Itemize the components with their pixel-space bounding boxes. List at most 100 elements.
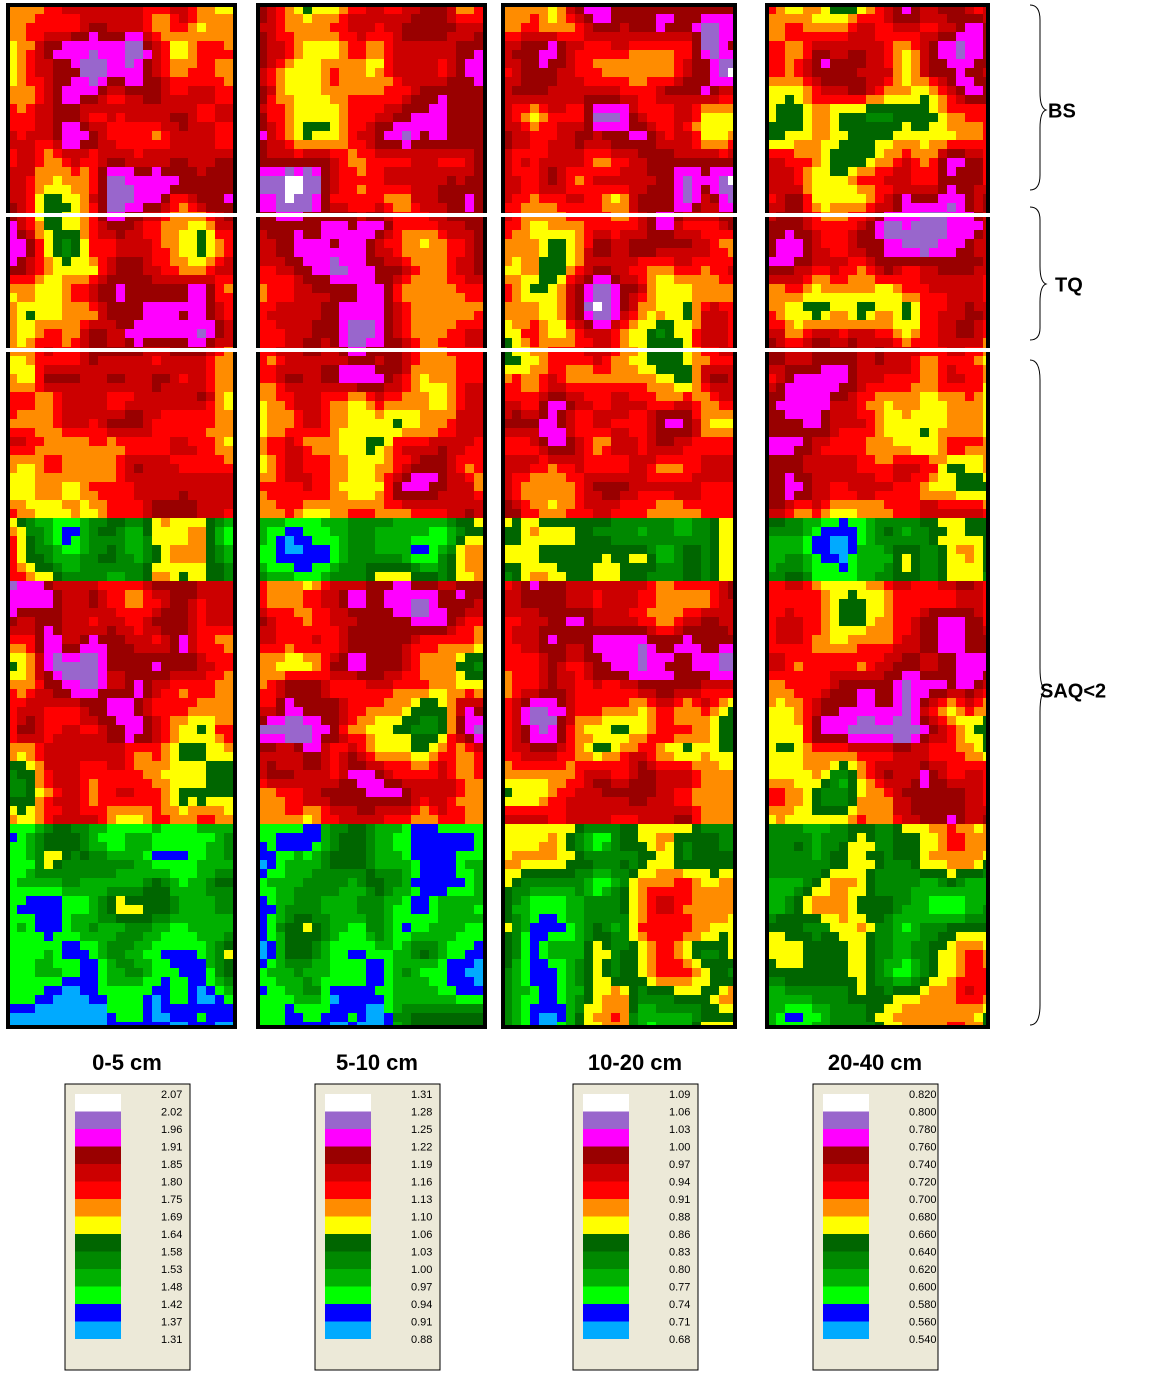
map-cell <box>375 581 384 590</box>
map-cell <box>134 86 143 95</box>
map-cell <box>285 257 294 266</box>
map-cell <box>170 284 179 293</box>
map-cell <box>116 284 125 293</box>
map-cell <box>62 914 71 923</box>
map-cell <box>321 428 330 437</box>
map-cell <box>224 707 233 716</box>
map-cell <box>456 167 465 176</box>
map-cell <box>197 302 206 311</box>
map-cell <box>465 275 474 284</box>
map-cell <box>44 68 53 77</box>
map-cell <box>143 590 152 599</box>
map-cell <box>384 248 393 257</box>
map-cell <box>17 311 26 320</box>
map-cell <box>366 257 375 266</box>
map-cell <box>312 86 321 95</box>
map-cell <box>161 761 170 770</box>
map-cell <box>170 509 179 518</box>
map-cell <box>447 446 456 455</box>
map-cell <box>402 68 411 77</box>
map-cell <box>438 302 447 311</box>
map-cell <box>80 905 89 914</box>
map-cell <box>170 662 179 671</box>
map-cell <box>35 176 44 185</box>
map-cell <box>276 545 285 554</box>
map-cell <box>465 401 474 410</box>
map-cell <box>456 239 465 248</box>
map-cell <box>456 599 465 608</box>
map-cell <box>197 68 206 77</box>
map-cell <box>116 473 125 482</box>
map-cell <box>125 932 134 941</box>
map-cell <box>197 491 206 500</box>
map-cell <box>143 302 152 311</box>
map-cell <box>161 797 170 806</box>
map-cell <box>447 662 456 671</box>
map-cell <box>35 959 44 968</box>
map-cell <box>267 50 276 59</box>
map-cell <box>357 293 366 302</box>
map-cell <box>143 248 152 257</box>
map-cell <box>321 113 330 122</box>
map-cell <box>206 896 215 905</box>
map-cell <box>465 311 474 320</box>
map-cell <box>170 680 179 689</box>
map-cell <box>152 905 161 914</box>
map-cell <box>179 788 188 797</box>
map-cell <box>188 581 197 590</box>
map-cell <box>438 518 447 527</box>
map-cell <box>411 86 420 95</box>
map-cell <box>35 491 44 500</box>
map-cell <box>438 599 447 608</box>
map-cell <box>215 743 224 752</box>
map-cell <box>411 158 420 167</box>
map-cell <box>447 437 456 446</box>
map-cell <box>179 275 188 284</box>
map-cell <box>44 149 53 158</box>
map-cell <box>143 950 152 959</box>
map-cell <box>348 257 357 266</box>
map-cell <box>438 455 447 464</box>
map-cell <box>116 797 125 806</box>
map-cell <box>35 203 44 212</box>
map-cell <box>339 374 348 383</box>
map-cell <box>375 617 384 626</box>
map-cell <box>179 446 188 455</box>
map-cell <box>125 239 134 248</box>
map-cell <box>62 257 71 266</box>
map-cell <box>17 896 26 905</box>
map-cell <box>224 752 233 761</box>
map-cell <box>98 419 107 428</box>
map-cell <box>188 329 197 338</box>
map-cell <box>197 770 206 779</box>
map-cell <box>267 644 276 653</box>
map-cell <box>429 176 438 185</box>
map-cell <box>62 563 71 572</box>
map-cell <box>17 671 26 680</box>
map-cell <box>206 338 215 347</box>
map-cell <box>152 230 161 239</box>
map-cell <box>206 833 215 842</box>
map-cell <box>285 59 294 68</box>
map-cell <box>98 941 107 950</box>
map-cell <box>402 14 411 23</box>
map-cell <box>188 770 197 779</box>
map-cell <box>215 32 224 41</box>
map-cell <box>474 194 483 203</box>
map-cell <box>357 626 366 635</box>
map-cell <box>125 581 134 590</box>
map-cell <box>339 275 348 284</box>
map-cell <box>438 41 447 50</box>
map-cell <box>125 806 134 815</box>
map-cell <box>134 329 143 338</box>
map-cell <box>71 275 80 284</box>
map-cell <box>215 518 224 527</box>
map-cell <box>447 14 456 23</box>
map-cell <box>312 230 321 239</box>
map-cell <box>35 509 44 518</box>
map-cell <box>143 1004 152 1013</box>
map-cell <box>44 743 53 752</box>
map-cell <box>312 410 321 419</box>
map-cell <box>62 788 71 797</box>
map-cell <box>224 887 233 896</box>
